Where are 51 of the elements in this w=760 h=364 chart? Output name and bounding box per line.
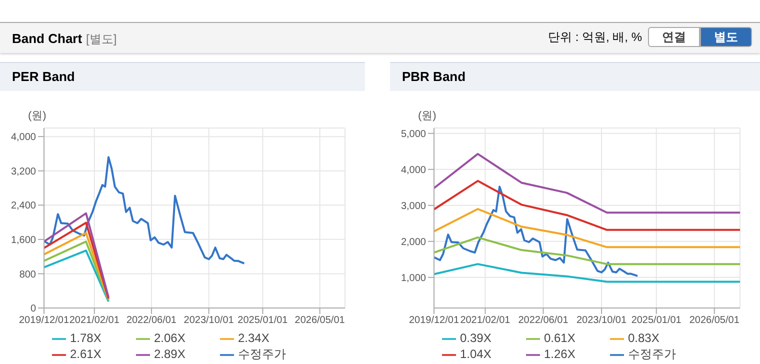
- y-tick-label: 2,000: [400, 236, 426, 248]
- legend-label: 1.78X: [70, 330, 102, 346]
- line-series: [434, 180, 740, 231]
- legend-label: 1.04X: [460, 346, 492, 362]
- legend-label: 2.34X: [238, 330, 270, 346]
- y-tick-label: 1,000: [400, 272, 426, 284]
- y-tick-label: 4,000: [10, 132, 36, 144]
- legend-label: 2.89X: [154, 346, 186, 362]
- legend-label: 수정주가: [238, 346, 287, 362]
- legend-label: 1.26X: [544, 346, 576, 362]
- x-tick-label: 2023/10/01: [576, 315, 627, 326]
- x-tick-label: 2022/06/01: [126, 315, 177, 326]
- line-series: [44, 156, 246, 264]
- x-tick-label: 2026/05/01: [689, 315, 740, 326]
- chart-title: PER Band: [0, 62, 365, 91]
- legend-label: 2.06X: [154, 330, 186, 346]
- x-tick-label: 2019/12/01: [408, 315, 460, 326]
- text: 연결: [648, 27, 700, 47]
- text: 단위 : 억원, 배, %: [548, 28, 642, 46]
- line-series: [434, 263, 740, 283]
- x-tick-label: 2025/01/01: [238, 315, 288, 326]
- legend-label: 0.61X: [544, 330, 576, 346]
- legend-label: 0.39X: [460, 330, 492, 346]
- y-tick-label: 4,000: [400, 164, 426, 176]
- y-axis-title: (원): [28, 109, 46, 123]
- line-series: [434, 186, 639, 277]
- y-tick-label: 5,000: [400, 128, 426, 140]
- y-tick-label: 1,600: [10, 234, 36, 246]
- x-tick-label: 2021/02/01: [69, 315, 120, 326]
- y-tick-label: 3,000: [400, 200, 426, 212]
- x-tick-label: 2025/01/01: [631, 315, 682, 326]
- legend-label: 수정주가: [628, 346, 677, 362]
- y-tick-label: 3,200: [10, 166, 36, 178]
- x-tick-label: 2021/02/01: [460, 315, 511, 326]
- text: Band Chart: [12, 31, 82, 46]
- x-tick-label: 2026/05/01: [294, 315, 346, 326]
- legend-label: 2.61X: [70, 346, 102, 362]
- line-series: [434, 152, 740, 214]
- x-tick-label: 2023/10/01: [184, 315, 234, 326]
- y-tick-label: 0: [30, 304, 36, 315]
- y-axis-title: (원): [418, 109, 436, 123]
- chart-title: PBR Band: [390, 62, 760, 91]
- line-series: [434, 208, 740, 248]
- x-tick-label: 2022/06/01: [518, 315, 569, 326]
- line-series: [434, 236, 740, 266]
- text: [별도]: [86, 31, 117, 48]
- text: 별도: [700, 27, 752, 47]
- y-tick-label: 800: [19, 269, 36, 280]
- y-tick-label: 2,400: [10, 200, 36, 212]
- x-tick-label: 2019/12/01: [18, 315, 70, 326]
- legend-label: 0.83X: [628, 330, 660, 346]
